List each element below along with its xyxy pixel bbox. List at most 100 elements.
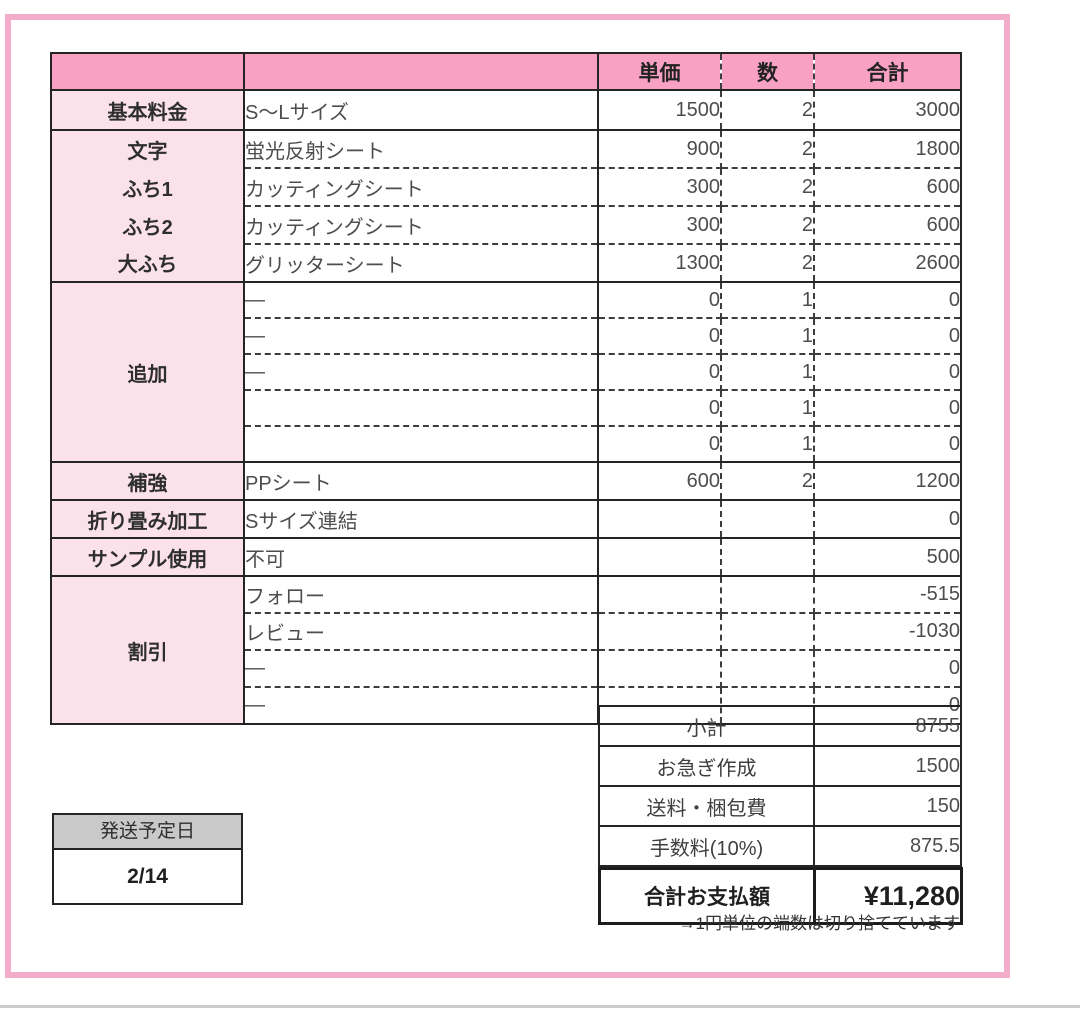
row-label: サンプル使用	[51, 538, 245, 577]
item-description: レビュー	[244, 613, 599, 651]
table-row: 0 1 0	[51, 390, 961, 427]
row-label: 基本料金	[51, 90, 245, 131]
table-row: レビュー -1030	[51, 613, 961, 651]
summary-value: 1500	[814, 746, 961, 787]
quantity-cell	[721, 613, 815, 651]
table-row: ふち2 カッティングシート 300 2 600	[51, 206, 961, 245]
row-label: 大ふち	[51, 244, 245, 283]
total-cell: 0	[814, 500, 961, 539]
quantity-cell: 2	[721, 90, 815, 131]
quantity-cell: 1	[721, 282, 815, 319]
item-description: —	[244, 687, 599, 724]
item-description: PPシート	[244, 462, 599, 501]
header-quantity: 数	[721, 53, 815, 91]
item-description: カッティングシート	[244, 168, 599, 207]
quantity-cell	[721, 500, 815, 539]
shipping-date-value: 2/14	[127, 865, 168, 888]
summary-row: 送料・梱包費 150	[599, 786, 961, 827]
item-description: 蛍光反射シート	[244, 130, 599, 169]
header-empty-desc	[244, 53, 599, 91]
item-description: —	[244, 650, 599, 688]
shipping-date-box: 発送予定日 2/14	[52, 813, 243, 905]
summary-value: 150	[814, 786, 961, 827]
grand-total-label: 合計お支払額	[599, 868, 816, 924]
table-row: 追加 — 0 1 0	[51, 282, 961, 463]
quantity-cell: 1	[721, 426, 815, 463]
group-label-discount: 割引	[51, 576, 245, 724]
summary-row: お急ぎ作成 1500	[599, 746, 961, 787]
total-cell: 1800	[814, 130, 961, 169]
total-cell: 0	[814, 354, 961, 391]
row-label: ふち1	[51, 168, 245, 206]
table-row: ふち1 カッティングシート 300 2 600	[51, 168, 961, 207]
unit-price-cell: 900	[598, 130, 722, 169]
unit-price-cell: 1300	[598, 244, 722, 283]
unit-price-cell	[598, 650, 722, 688]
quantity-cell: 1	[721, 354, 815, 391]
total-cell: 600	[814, 206, 961, 245]
summary-value: 875.5	[909, 834, 960, 857]
total-cell: 0	[814, 650, 961, 688]
table-row: 割引 フォロー -515	[51, 576, 961, 724]
table-row: 0 1 0	[51, 426, 961, 463]
total-cell: 0	[814, 390, 961, 427]
unit-price-cell: 300	[598, 206, 722, 245]
summary-row: 小計 8755	[599, 706, 961, 747]
total-cell: -1030	[814, 613, 961, 651]
table-row: — 0	[51, 650, 961, 688]
quantity-cell	[721, 650, 815, 688]
row-label: 文字	[51, 130, 245, 168]
quote-table: 単価 数 合計 基本料金 S〜Lサイズ 1500 2 3000 文字 蛍光反射シ…	[50, 52, 962, 725]
table-row: サンプル使用 不可 500	[51, 538, 961, 577]
total-cell: 0	[814, 426, 961, 463]
summary-label: お急ぎ作成	[599, 746, 815, 787]
quantity-cell: 1	[721, 390, 815, 427]
item-description	[244, 426, 599, 463]
item-description: —	[244, 354, 599, 391]
summary-row: 手数料(10%) 875.5	[599, 826, 961, 866]
summary-table: 小計 8755 お急ぎ作成 1500 送料・梱包費 150 手数料(10%) 8…	[598, 705, 962, 867]
grand-total-value: ¥11,280	[863, 880, 960, 911]
unit-price-cell	[598, 500, 722, 539]
unit-price-cell	[598, 613, 722, 651]
quantity-cell: 2	[721, 462, 815, 501]
item-description: —	[244, 282, 599, 319]
item-description: 不可	[244, 538, 599, 577]
total-cell: 0	[814, 282, 961, 319]
row-label: ふち2	[51, 206, 245, 244]
summary-label: 手数料(10%)	[599, 826, 815, 866]
header-row: 単価 数 合計	[51, 53, 961, 91]
unit-price-cell: 0	[598, 354, 722, 391]
table-row: — 0 1 0	[51, 318, 961, 355]
unit-price-cell: 0	[598, 390, 722, 427]
table-row: 折り畳み加工 Sサイズ連結 0	[51, 500, 961, 539]
total-cell: 2600	[814, 244, 961, 283]
rounding-note: →1円単位の端数は切り捨てています	[678, 914, 960, 933]
table-row: 基本料金 S〜Lサイズ 1500 2 3000	[51, 90, 961, 131]
row-label: 補強	[51, 462, 245, 501]
item-description: S〜Lサイズ	[244, 90, 599, 131]
summary-label: 小計	[599, 706, 815, 747]
quantity-cell: 2	[721, 168, 815, 207]
total-cell: 0	[814, 318, 961, 355]
item-description: Sサイズ連結	[244, 500, 599, 539]
row-label: 折り畳み加工	[51, 500, 245, 539]
unit-price-cell	[598, 538, 722, 577]
quantity-cell: 2	[721, 130, 815, 169]
table-row: — 0 1 0	[51, 354, 961, 391]
header-unit-price: 単価	[598, 53, 722, 91]
quantity-cell	[721, 576, 815, 614]
total-cell: 500	[814, 538, 961, 577]
total-cell: 3000	[814, 90, 961, 131]
item-description: フォロー	[244, 576, 599, 614]
page-divider-line	[0, 1005, 1080, 1008]
header-total: 合計	[814, 53, 961, 91]
table-row: 大ふち グリッターシート 1300 2 2600	[51, 244, 961, 283]
shipping-date-label: 発送予定日	[54, 815, 241, 850]
item-description: カッティングシート	[244, 206, 599, 245]
quantity-cell: 1	[721, 318, 815, 355]
table-row: 補強 PPシート 600 2 1200	[51, 462, 961, 501]
quantity-cell: 2	[721, 206, 815, 245]
table-row: 文字 蛍光反射シート 900 2 1800	[51, 130, 961, 169]
summary-block: 小計 8755 お急ぎ作成 1500 送料・梱包費 150 手数料(10%) 8…	[598, 705, 963, 925]
